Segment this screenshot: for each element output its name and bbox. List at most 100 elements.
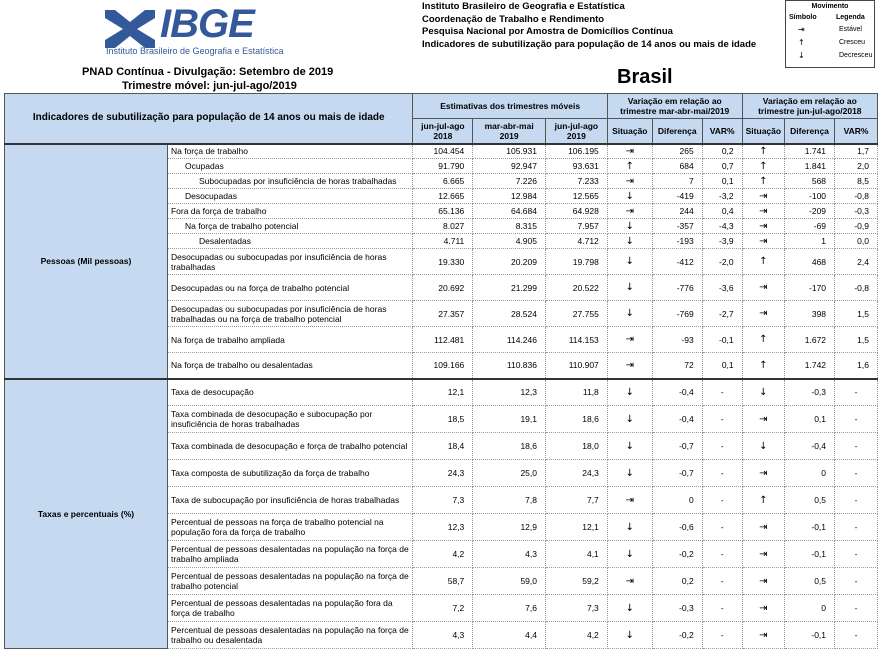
table-row: Na força de trabalho ampliada 112.481 114.… [5,326,878,353]
value-cell: -0,4 [651,405,703,433]
value-cell: -0,2 [651,540,703,568]
value-cell: 0 [651,486,703,514]
header-line: Indicadores de subutilização para popula… [422,38,757,50]
value-cell: 114.153 [544,326,608,353]
column-header: Diferença [784,118,836,144]
value-cell: 0 [784,594,836,622]
value-cell: -170 [784,274,836,301]
value-cell: 8.315 [472,218,546,234]
value-cell: 7,3 [412,486,474,514]
legend-item: ↓ Decresceu [786,50,874,62]
situation-symbol: ↓ [606,432,653,460]
value-cell: 7 [651,173,703,189]
value-cell: -2,7 [701,300,743,327]
value-cell: 24,3 [544,459,608,487]
table-row: Na força de trabalho potencial 8.027 8.315… [5,218,878,234]
value-cell: - [834,567,878,595]
value-cell: 0,4 [701,203,743,219]
value-cell: 0 [784,459,836,487]
column-header: Situação [741,118,786,144]
value-cell: -419 [651,188,703,204]
situation-symbol: ↑ [741,142,786,159]
value-cell: 398 [784,300,836,327]
situation-symbol: ⇥ [606,326,653,353]
value-cell: 4.712 [544,233,608,249]
value-cell: -93 [651,326,703,353]
value-cell: 20.692 [412,274,474,301]
value-cell: -0,3 [784,377,836,406]
value-cell: 0,1 [701,173,743,189]
value-cell: 18,6 [472,432,546,460]
situation-symbol: ⇥ [606,567,653,595]
indicator-label: Taxa de subocupação por insuficiência de… [166,486,414,514]
value-cell: - [834,594,878,622]
value-cell: -0,1 [701,326,743,353]
situation-symbol: ⇥ [741,540,786,568]
value-cell: - [834,459,878,487]
indicator-label: Percentual de pessoas desalentadas na po… [166,594,414,622]
table-row: Percentual de pessoas desalentadas na po… [5,567,878,595]
situation-symbol: ↑ [741,352,786,379]
situation-symbol: ↓ [606,274,653,301]
value-cell: 59,2 [544,567,608,595]
column-header: VAR% [834,118,878,144]
group-label: Taxas e percentuais (%) [4,377,168,649]
value-cell: - [701,513,743,541]
indicator-label: Subocupadas por insuficiência de horas t… [166,173,414,189]
value-cell: 0,7 [701,158,743,174]
situation-symbol: ↓ [606,188,653,204]
value-cell: 1 [784,233,836,249]
value-cell: 92.947 [472,158,546,174]
value-cell: 25,0 [472,459,546,487]
indicator-label: Taxa composta de subutilização da força … [166,459,414,487]
value-cell: -2,0 [701,248,743,275]
value-cell: 0,5 [784,486,836,514]
table-row: Desocupadas ou subocupadas por insuficiê… [5,300,878,327]
situation-symbol: ⇥ [741,594,786,622]
indicator-label: Na força de trabalho potencial [166,218,414,234]
situation-symbol: ⇥ [741,300,786,327]
logo-mark [105,10,155,48]
situation-symbol: ⇥ [741,513,786,541]
value-cell: 568 [784,173,836,189]
legend-headers: Símbolo Legenda [786,12,874,24]
value-cell: 7,8 [472,486,546,514]
value-cell: - [701,540,743,568]
situation-symbol: ⇥ [741,405,786,433]
column-group: Variação em relação ao trimestre mar-abr… [606,93,743,119]
situation-symbol: ↓ [606,621,653,649]
page: {"logo": {"name": "IBGE", "subtitle": "I… [3,0,878,649]
value-cell: 12,1 [412,377,474,406]
situation-symbol: ↓ [606,513,653,541]
value-cell: 2,0 [834,158,878,174]
table-row: Taxas e percentuais (%) Taxa de desocupaç… [4,377,878,649]
value-cell: 91.790 [412,158,474,174]
value-cell: - [701,486,743,514]
situation-symbol: ↓ [606,248,653,275]
value-cell: -0,6 [651,513,703,541]
value-cell: 4,2 [412,540,474,568]
value-cell: -357 [651,218,703,234]
indicator-label: Na força de trabalho ou desalentadas [166,352,414,379]
value-cell: - [834,405,878,433]
value-cell: 109.166 [412,352,474,379]
situation-symbol: ⇥ [741,203,786,219]
situation-symbol: ⇥ [606,203,653,219]
table-row: Percentual de pessoas desalentadas na po… [5,540,878,568]
value-cell: 21.299 [472,274,546,301]
legend-label: Decresceu [839,52,873,59]
value-cell: 7,6 [472,594,546,622]
value-cell: -0,1 [784,513,836,541]
situation-symbol: ↓ [606,405,653,433]
situation-symbol: ↓ [606,594,653,622]
value-cell: 1,5 [834,326,878,353]
situation-symbol: ⇥ [741,218,786,234]
value-cell: 12,3 [472,377,546,406]
header-row: jun-jul-ago 2018 mar-abr-mai 2019 jun-jul-… [5,118,878,144]
indicator-label: Desocupadas ou subocupadas por insuficiê… [166,248,414,275]
value-cell: 8,5 [834,173,878,189]
value-cell: 2,4 [834,248,878,275]
value-cell: -0,7 [651,432,703,460]
value-cell: 18,4 [412,432,474,460]
indicator-label: Desocupadas ou na força de trabalho pote… [166,274,414,301]
